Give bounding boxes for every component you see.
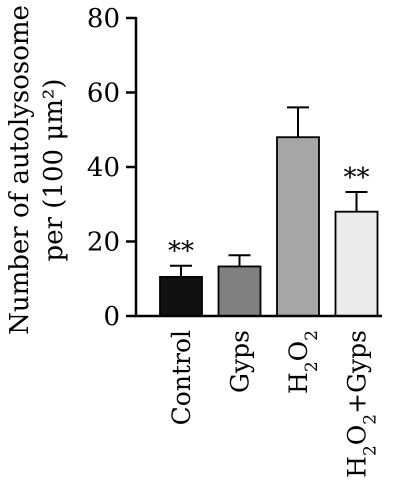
bar — [217, 265, 262, 317]
category-labels: Control Gyps H2O2 H2O2+Gyps — [167, 330, 381, 478]
significance-label: ** — [168, 237, 194, 267]
y-axis-title-line-2: per (100 μm²) — [39, 79, 69, 262]
x-category-label: H2O2+Gyps — [343, 330, 381, 478]
bars: ** ** — [159, 106, 379, 317]
y-tick-label: 60 — [87, 79, 120, 109]
x-category-label: H2O2 — [284, 330, 322, 394]
significance-label: ** — [344, 163, 370, 193]
y-axis-title: Number of autolysosome per (100 μm²) — [5, 5, 69, 335]
y-tick-label: 20 — [87, 228, 120, 258]
bar — [159, 275, 203, 317]
y-tick-label: 40 — [87, 153, 120, 183]
bar — [276, 136, 320, 317]
y-tick-label: 0 — [103, 302, 120, 332]
y-tick-label: 80 — [87, 4, 120, 34]
x-category-label: Control — [167, 330, 196, 425]
x-category-label: Gyps — [226, 330, 255, 393]
y-axis-title-line-1: Number of autolysosome — [5, 5, 35, 335]
bar — [334, 210, 379, 317]
y-axis: 0 20 40 60 80 — [87, 4, 138, 332]
